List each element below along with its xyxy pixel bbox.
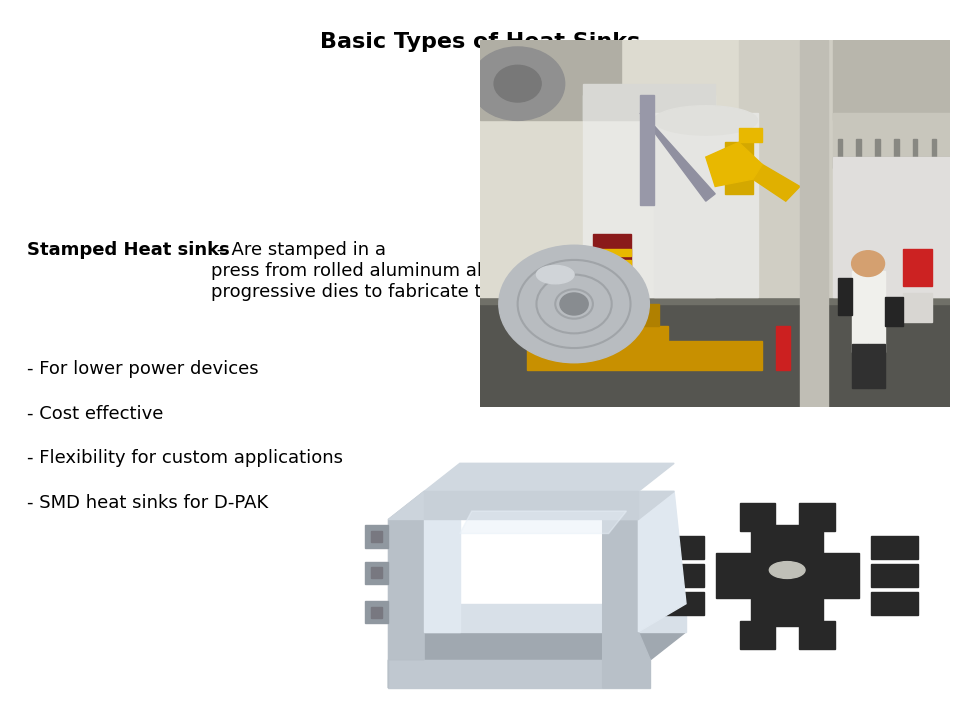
Bar bbox=[480, 238, 950, 304]
Circle shape bbox=[470, 47, 564, 120]
Polygon shape bbox=[424, 464, 674, 491]
Polygon shape bbox=[389, 491, 424, 688]
Text: Stamped Heat sinks: Stamped Heat sinks bbox=[27, 241, 229, 259]
Bar bbox=[777, 326, 790, 370]
Bar bbox=[903, 293, 931, 323]
Polygon shape bbox=[365, 525, 389, 547]
Bar bbox=[871, 593, 918, 615]
Bar bbox=[584, 84, 715, 120]
Bar bbox=[832, 157, 950, 168]
Text: - Cost effective: - Cost effective bbox=[27, 405, 163, 423]
Bar bbox=[480, 297, 950, 407]
Polygon shape bbox=[753, 164, 800, 201]
Bar bbox=[931, 139, 936, 168]
Bar bbox=[657, 536, 704, 559]
Ellipse shape bbox=[654, 106, 757, 135]
Circle shape bbox=[852, 251, 884, 276]
Bar bbox=[832, 40, 950, 120]
Bar bbox=[584, 94, 715, 297]
Bar bbox=[654, 113, 757, 297]
Bar bbox=[371, 606, 382, 618]
Bar bbox=[657, 593, 704, 615]
Bar bbox=[371, 567, 382, 578]
Bar bbox=[868, 344, 884, 389]
Polygon shape bbox=[389, 632, 686, 660]
Polygon shape bbox=[638, 491, 686, 632]
Bar bbox=[903, 249, 931, 286]
Bar bbox=[856, 139, 861, 168]
Polygon shape bbox=[389, 660, 650, 688]
Bar bbox=[852, 271, 884, 352]
Bar bbox=[799, 621, 835, 649]
Text: – Are stamped in a
press from rolled aluminum alloy using
progressive dies to fa: – Are stamped in a press from rolled alu… bbox=[211, 241, 612, 301]
Bar bbox=[752, 525, 823, 626]
Bar bbox=[832, 113, 950, 157]
Bar bbox=[668, 341, 762, 370]
Text: - For lower power devices: - For lower power devices bbox=[27, 360, 258, 378]
Bar bbox=[739, 503, 776, 531]
Polygon shape bbox=[424, 491, 460, 632]
Bar bbox=[527, 326, 668, 370]
Circle shape bbox=[769, 562, 805, 578]
Bar bbox=[837, 278, 852, 315]
Bar bbox=[871, 536, 918, 559]
Circle shape bbox=[499, 246, 649, 363]
Bar bbox=[593, 234, 631, 289]
Bar bbox=[871, 564, 918, 587]
Text: Basic Types of Heat Sinks: Basic Types of Heat Sinks bbox=[320, 32, 640, 53]
Polygon shape bbox=[603, 491, 674, 520]
Bar bbox=[725, 143, 753, 194]
Polygon shape bbox=[389, 491, 460, 520]
Bar bbox=[876, 139, 879, 168]
Polygon shape bbox=[460, 511, 627, 534]
Bar bbox=[480, 40, 950, 241]
Polygon shape bbox=[706, 143, 762, 186]
Bar bbox=[657, 564, 704, 587]
Polygon shape bbox=[424, 603, 686, 632]
Polygon shape bbox=[593, 260, 631, 267]
Circle shape bbox=[494, 66, 541, 102]
Bar bbox=[799, 503, 835, 531]
Bar bbox=[739, 127, 762, 143]
Ellipse shape bbox=[537, 266, 574, 284]
Bar bbox=[371, 531, 382, 542]
Bar bbox=[640, 94, 654, 204]
Polygon shape bbox=[603, 491, 650, 688]
Polygon shape bbox=[365, 601, 389, 624]
Polygon shape bbox=[640, 113, 715, 201]
Text: - Flexibility for custom applications: - Flexibility for custom applications bbox=[27, 449, 343, 467]
Text: - SMD heat sinks for D-PAK: - SMD heat sinks for D-PAK bbox=[27, 494, 268, 512]
Polygon shape bbox=[365, 562, 389, 584]
Polygon shape bbox=[593, 249, 631, 256]
Circle shape bbox=[560, 293, 588, 315]
Bar bbox=[913, 139, 918, 168]
Bar bbox=[832, 157, 950, 297]
Bar bbox=[894, 139, 899, 168]
Bar bbox=[739, 621, 776, 649]
Bar bbox=[739, 40, 950, 297]
Bar bbox=[537, 304, 659, 326]
Bar bbox=[480, 40, 621, 120]
Bar bbox=[716, 553, 858, 598]
Bar bbox=[852, 344, 868, 389]
Bar bbox=[480, 40, 739, 297]
Bar bbox=[884, 297, 903, 326]
Bar bbox=[800, 40, 828, 407]
Polygon shape bbox=[424, 491, 638, 520]
Bar bbox=[837, 139, 842, 168]
